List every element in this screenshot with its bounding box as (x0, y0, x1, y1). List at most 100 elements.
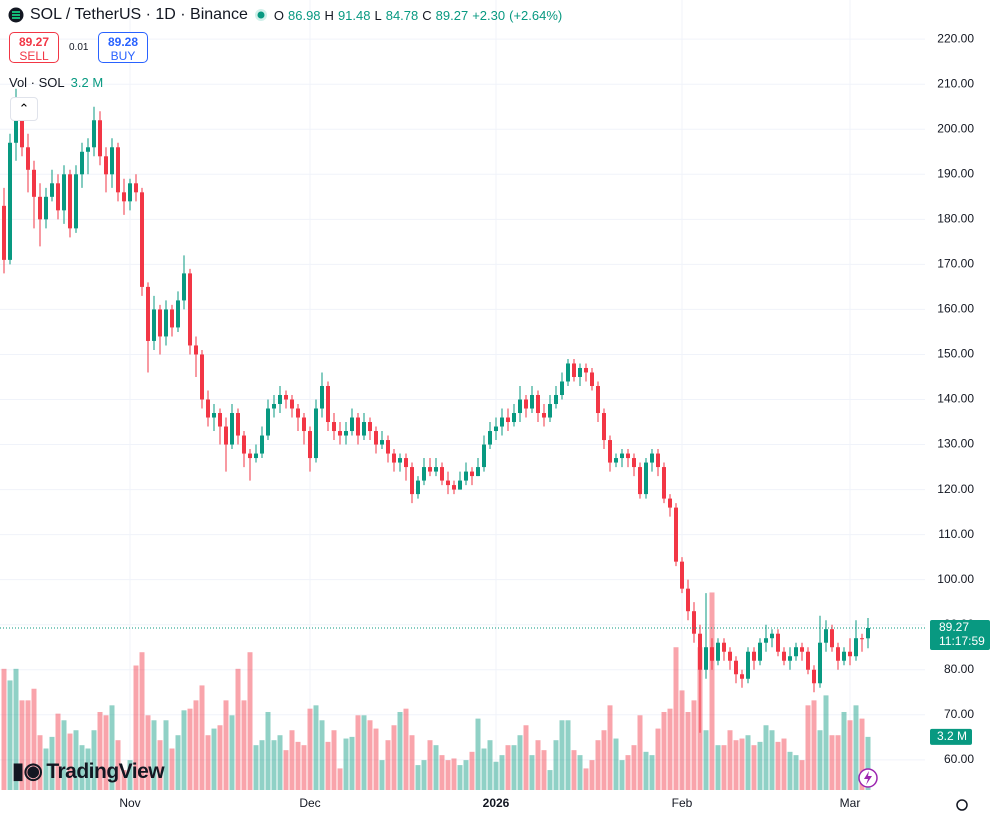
y-tick-label: 140.00 (937, 392, 974, 406)
volume-bar (217, 725, 223, 790)
candle-body (776, 633, 780, 652)
high-prefix: H (324, 7, 334, 23)
candle-body (80, 151, 84, 175)
volume-bar (421, 760, 427, 790)
brand-icon: ▮◉ (12, 758, 43, 783)
volume-bar (481, 748, 487, 790)
last-price-badge (930, 619, 990, 650)
volume-bar (385, 740, 391, 790)
volume-bar (571, 750, 577, 790)
y-tick-label: 130.00 (937, 437, 974, 451)
last-price-label: 89.27 (939, 620, 969, 634)
candle-body (536, 395, 540, 414)
candle-body (128, 183, 132, 202)
candle-body (860, 638, 864, 640)
y-tick-label: 70.00 (944, 707, 974, 721)
volume-bar (223, 700, 229, 790)
candle-body (116, 147, 120, 193)
volume-bar (7, 680, 13, 790)
candle-body (194, 345, 198, 355)
sell-button[interactable]: 89.27 SELL (9, 32, 59, 63)
volume-bar (661, 711, 667, 790)
candle-body (26, 147, 30, 170)
volume-bar (703, 730, 709, 790)
candle-body (452, 485, 456, 490)
candle-body (470, 471, 474, 477)
candle-body (662, 467, 666, 499)
volume-bar (589, 760, 595, 790)
candle-body (230, 413, 234, 445)
volume-bar (793, 755, 799, 790)
candle-body (674, 507, 678, 562)
candle-body (200, 354, 204, 400)
candle-body (320, 385, 324, 409)
candle-body (164, 309, 168, 337)
candle-body (140, 192, 144, 287)
volume-bar (283, 750, 289, 790)
volume-bar (175, 735, 181, 790)
volume-bar (733, 740, 739, 790)
candle-body (308, 431, 312, 459)
candle-body (380, 440, 384, 445)
volume-bar (859, 718, 865, 790)
volume-bar (85, 748, 91, 790)
candle-body (566, 363, 570, 382)
volume-bar (811, 700, 817, 790)
candle-body (188, 273, 192, 346)
volume-bar (529, 755, 535, 790)
candle-body (260, 435, 264, 454)
volume-bar (475, 718, 481, 790)
high-value: 91.48 (337, 7, 371, 23)
candle-body (68, 174, 72, 229)
collapse-button[interactable]: ⌃ (10, 97, 38, 121)
symbol-title[interactable]: SOL / TetherUS · 1D · Binance (30, 6, 248, 23)
volume-bar (91, 730, 97, 790)
header: SOL / TetherUS · 1D · Binance O 86.98 H 91… (8, 6, 562, 24)
candle-body (722, 642, 726, 652)
candle-body (272, 404, 276, 409)
volume-bar (511, 745, 517, 790)
volume-bar (13, 668, 19, 790)
volume-bar (463, 760, 469, 790)
candle-body (572, 363, 576, 377)
volume-bar (469, 751, 475, 790)
x-tick-label: Mar (840, 796, 861, 810)
candle-body (242, 435, 246, 454)
settings-icon[interactable] (956, 799, 968, 811)
volume-bar (331, 730, 337, 790)
candle-body (152, 309, 156, 341)
volume-bar (841, 711, 847, 790)
candle-body (362, 422, 366, 436)
candle-body (740, 674, 744, 679)
candle-body (746, 651, 750, 679)
volume-bar (301, 745, 307, 790)
sell-price: 89.27 (18, 35, 50, 49)
y-tick-label: 80.00 (944, 662, 974, 676)
candle-body (44, 196, 48, 220)
candle-body (50, 183, 54, 197)
volume-bar (151, 720, 157, 790)
volume-bar (715, 745, 721, 790)
volume-bar (343, 738, 349, 790)
volume-bar (805, 705, 811, 790)
volume-bar (829, 735, 835, 790)
candle-body (74, 174, 78, 229)
volume-bar (577, 755, 583, 790)
volume-bar (835, 735, 841, 790)
volume-bar (277, 735, 283, 790)
candle-body (848, 651, 852, 657)
volume-bar (493, 761, 499, 790)
candle-body (632, 458, 636, 468)
candle-body (8, 142, 12, 260)
candle-body (356, 417, 360, 436)
candle-body (668, 498, 672, 508)
volume-bar (499, 755, 505, 790)
candle-body (14, 106, 18, 143)
candle-body (404, 458, 408, 468)
candle-body (416, 480, 420, 495)
candle-body (602, 413, 606, 441)
brand-name: TradingView (46, 760, 165, 783)
buy-button[interactable]: 89.28 BUY (98, 32, 148, 63)
volume-bar (613, 738, 619, 790)
candle-body (734, 660, 738, 675)
